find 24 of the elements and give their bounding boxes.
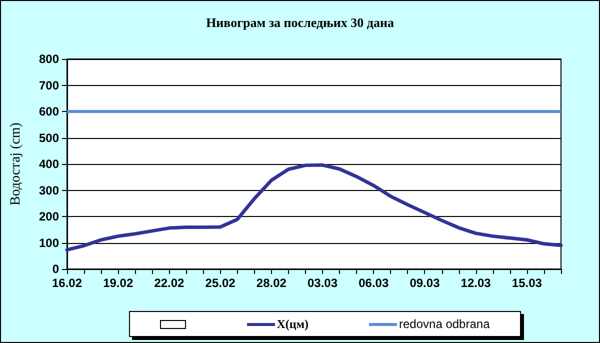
y-tick-label: 0 (52, 262, 60, 276)
y-tick-label: 600 (38, 104, 60, 118)
y-tick-label: 700 (38, 78, 60, 92)
chart-title: Нивограм за последњих 30 дана (206, 15, 394, 30)
y-tick-label: 300 (38, 183, 60, 198)
x-tick-label: 03.03 (308, 276, 338, 290)
x-tick-label: 19.02 (103, 276, 134, 290)
y-tick-label: 800 (38, 52, 60, 66)
x-tick-label: 12.03 (460, 276, 492, 290)
x-tick-label: 09.03 (410, 276, 440, 290)
x-tick-label: 06.03 (358, 276, 389, 290)
legend-label: X(цм) (276, 316, 308, 332)
y-tick-label: 500 (38, 130, 60, 145)
x-tick-label: 22.02 (154, 276, 185, 290)
x-tick-label: 15.03 (512, 276, 542, 290)
x-tick-label: 16.02 (52, 276, 82, 290)
y-tick-label: 100 (38, 236, 60, 250)
legend-label: redovna odbrana (399, 317, 490, 331)
line-series (65, 163, 563, 252)
y-tick-label: 400 (38, 157, 60, 171)
y-axis-title: Водостај (cm) (8, 122, 24, 206)
x-tick-label: 28.02 (256, 276, 287, 290)
x-tick-label: 25.02 (205, 276, 236, 290)
y-tick-label: 200 (38, 210, 60, 224)
